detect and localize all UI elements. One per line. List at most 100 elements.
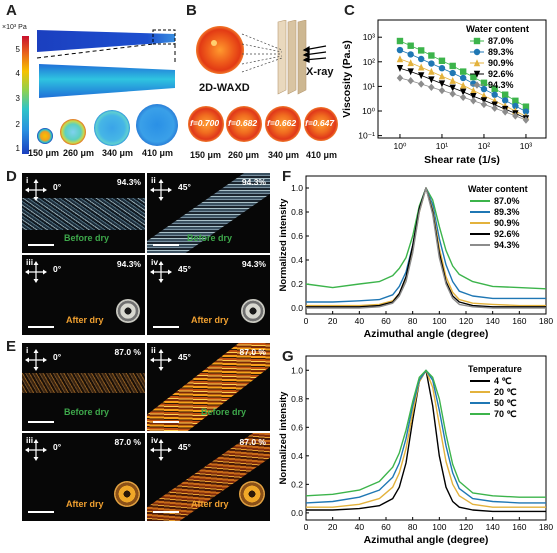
data-point xyxy=(407,59,414,67)
scale-bar xyxy=(153,421,179,423)
data-point xyxy=(501,97,509,104)
scale-bar xyxy=(153,511,179,513)
data-point xyxy=(449,62,456,70)
data-point xyxy=(417,47,425,54)
micrograph-e-ii: ii 45° 87.0 % Before dry xyxy=(147,343,270,431)
series-line-94.3% xyxy=(306,187,546,309)
data-point xyxy=(491,85,498,92)
y-tick-label: 10² xyxy=(363,57,375,67)
legend-label: 70 ℃ xyxy=(494,409,517,419)
roman-label: ii xyxy=(151,175,156,185)
data-point xyxy=(512,102,519,110)
data-point xyxy=(417,72,425,80)
angle-label: 0° xyxy=(53,352,62,362)
data-point xyxy=(480,100,488,109)
y-tick-label: 0.0 xyxy=(291,303,303,313)
intensity-chart-water: 0 20 40 60 80 100 120 140 160 180 0.0 0.2 0.4 0.6 0.8 1… xyxy=(278,175,553,340)
data-point xyxy=(459,68,467,75)
micrograph-caption: Before dry xyxy=(64,407,110,417)
xray-beam-icon xyxy=(302,45,327,63)
orientation-factor: f=0.682 xyxy=(228,118,258,128)
scale-bar xyxy=(28,421,54,423)
scale-bar xyxy=(28,244,54,246)
conoscopic-inset xyxy=(114,481,140,507)
waxd-label: 2D-WAXD xyxy=(199,82,250,94)
series-87.0% xyxy=(396,37,530,110)
polarizer-cross-icon xyxy=(150,439,172,461)
legend-title: Water content xyxy=(468,184,528,194)
y-axis-label: Normalized intensity xyxy=(278,198,289,292)
colorbar-tick: 4 xyxy=(15,69,20,78)
y-tick-label: 0.8 xyxy=(291,394,303,404)
size-label: 150 μm xyxy=(190,150,222,160)
y-tick-label: 0.6 xyxy=(291,231,303,241)
x-tick-label: 10⁰ xyxy=(394,141,407,151)
x-tick-label: 60 xyxy=(381,316,391,326)
cross-section-150 xyxy=(37,128,53,144)
y-tick-label: 10⁻¹ xyxy=(358,131,375,141)
micrograph-d-ii: ii 45° 94.3% Before dry xyxy=(147,173,270,253)
plot-frame xyxy=(377,19,547,139)
fiber-band xyxy=(22,373,145,393)
polarizer-cross-icon xyxy=(150,349,172,371)
angle-label: 45° xyxy=(178,352,191,362)
data-point xyxy=(438,57,446,64)
data-point xyxy=(396,55,404,63)
panel-label-c: C xyxy=(344,2,355,19)
data-point xyxy=(407,77,414,85)
colorbar-tick: 3 xyxy=(15,94,20,103)
y-tick-label: 0.4 xyxy=(291,255,303,265)
panel-label-b: B xyxy=(186,2,197,19)
data-point xyxy=(522,103,530,110)
y-tick-label: 10¹ xyxy=(363,81,375,91)
y-tick-label: 0.0 xyxy=(291,508,303,518)
legend-label: 92.6% xyxy=(488,69,514,79)
waxd-pattern-row xyxy=(188,102,338,148)
legend-label: 94.3% xyxy=(494,240,520,250)
polarizer-cross-icon xyxy=(25,349,47,371)
y-axis-label: Normalized intensity xyxy=(278,391,289,485)
cross-section-340 xyxy=(94,110,130,146)
diffraction-rays xyxy=(241,33,283,73)
micrograph-caption: After dry xyxy=(66,315,104,325)
size-label: 410 μm xyxy=(306,150,338,160)
fiber-band xyxy=(22,198,145,230)
size-label: 340 μm xyxy=(102,148,134,158)
legend-label: 89.3% xyxy=(494,207,520,217)
data-point xyxy=(480,79,488,87)
roman-label: ii xyxy=(151,345,156,355)
water-content-label: 87.0 % xyxy=(114,347,141,357)
data-point xyxy=(459,93,467,102)
colorbar-unit: ×10³ Pa xyxy=(2,24,27,31)
angle-label: 45° xyxy=(178,442,191,452)
x-axis-label: Shear rate (1/s) xyxy=(424,154,500,166)
x-tick-label: 100 xyxy=(432,316,446,326)
x-tick-label: 80 xyxy=(408,316,418,326)
conoscopic-inset xyxy=(241,299,265,323)
data-point xyxy=(396,46,404,54)
y-tick-label: 0.2 xyxy=(291,479,303,489)
y-tick-label: 1.0 xyxy=(291,183,303,193)
data-point xyxy=(473,81,481,89)
data-point xyxy=(438,80,446,88)
data-point xyxy=(407,51,414,58)
nozzle-cone-top xyxy=(37,30,175,52)
roman-label: iii xyxy=(26,257,34,267)
y-tick-label: 0.6 xyxy=(291,422,303,432)
waxd-setup xyxy=(196,20,327,95)
colorbar-ticks: 5 4 3 2 1 xyxy=(8,36,20,154)
scale-bar xyxy=(153,244,179,246)
conoscopic-inset xyxy=(239,481,265,507)
cross-section-410 xyxy=(136,104,178,146)
plot-frame xyxy=(305,355,547,521)
y-tick-label: 0.4 xyxy=(291,451,303,461)
micrograph-d-iv: iv 45° 94.3% After dry xyxy=(147,255,270,335)
data-point xyxy=(449,90,456,98)
waxd-pattern-150 xyxy=(188,106,224,142)
x-tick-label: 20 xyxy=(328,316,338,326)
legend-title: Temperature xyxy=(468,364,522,374)
legend-label: 92.6% xyxy=(494,229,520,239)
waxd-patterns xyxy=(188,106,338,142)
water-content-label: 94.3% xyxy=(241,177,266,187)
x-axis-label: Azimuthal angle (degree) xyxy=(364,328,489,340)
